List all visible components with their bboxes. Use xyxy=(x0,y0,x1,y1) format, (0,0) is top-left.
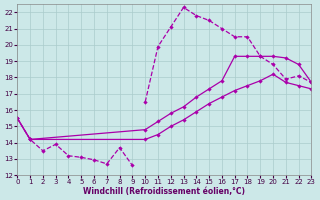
X-axis label: Windchill (Refroidissement éolien,°C): Windchill (Refroidissement éolien,°C) xyxy=(84,187,245,196)
